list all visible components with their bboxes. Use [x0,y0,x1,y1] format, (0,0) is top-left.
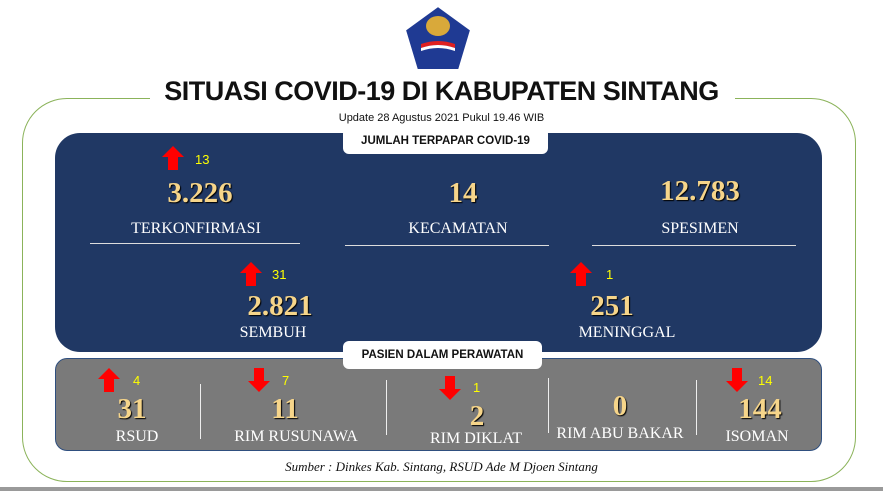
perawatan-panel [55,358,822,451]
spesimen-label: SPESIMEN [661,220,739,237]
rusunawa-value: 11 [271,393,299,425]
meninggal-delta: 1 [606,267,614,282]
terpapar-label: JUMLAH TERPAPAR COVID-19 [343,128,548,154]
isoman-label: ISOMAN [725,428,789,445]
terpapar-panel [55,133,822,352]
terkonfirmasi-label: TERKONFIRMASI [131,220,261,237]
kecamatan-value: 14 [448,177,478,209]
terkonfirmasi-delta: 13 [195,152,210,167]
update-timestamp: Update 28 Agustus 2021 Pukul 19.46 WIB [338,112,545,124]
sembuh-label: SEMBUH [239,324,307,341]
arrow-up-icon [570,262,592,286]
rusunawa-label: RIM RUSUNAWA [234,428,358,445]
arrow-down-icon [248,368,270,392]
rsud-delta: 4 [133,373,141,388]
perawatan-label: PASIEN DALAM PERAWATAN [343,341,542,369]
arrow-down-icon [726,368,748,392]
rusunawa-delta: 7 [282,373,290,388]
arrow-up-icon [162,146,184,170]
rsud-label: RSUD [115,428,159,445]
satgas-covid-logo [403,4,473,71]
abubakar-label: RIM ABU BAKAR [556,425,684,442]
title-background [150,80,735,120]
kecamatan-label: KECAMATAN [408,220,508,237]
divider [386,380,387,435]
isoman-delta: 14 [758,373,773,388]
terkonfirmasi-value: 3.226 [167,177,233,209]
arrow-down-icon [439,376,461,400]
divider [592,245,796,246]
divider [200,384,201,439]
spesimen-value: 12.783 [660,175,740,207]
isoman-value: 144 [738,393,782,425]
abubakar-value: 0 [612,390,628,422]
diklat-value: 2 [469,400,485,432]
rsud-value: 31 [117,393,147,425]
meninggal-value: 251 [590,290,634,322]
arrow-up-icon [240,262,262,286]
divider [548,378,549,433]
diklat-delta: 1 [473,380,481,395]
divider [90,243,300,244]
sembuh-value: 2.821 [247,290,313,322]
arrow-up-icon [98,368,120,392]
sembuh-delta: 31 [272,267,287,282]
bottom-bar [0,487,883,491]
divider [345,245,549,246]
source-note: Sumber : Dinkes Kab. Sintang, RSUD Ade M… [285,459,598,474]
divider [696,380,697,435]
page-title: SITUASI COVID-19 DI KABUPATEN SINTANG [164,76,719,106]
diklat-label: RIM DIKLAT [430,430,522,447]
meninggal-label: MENINGGAL [578,324,676,341]
